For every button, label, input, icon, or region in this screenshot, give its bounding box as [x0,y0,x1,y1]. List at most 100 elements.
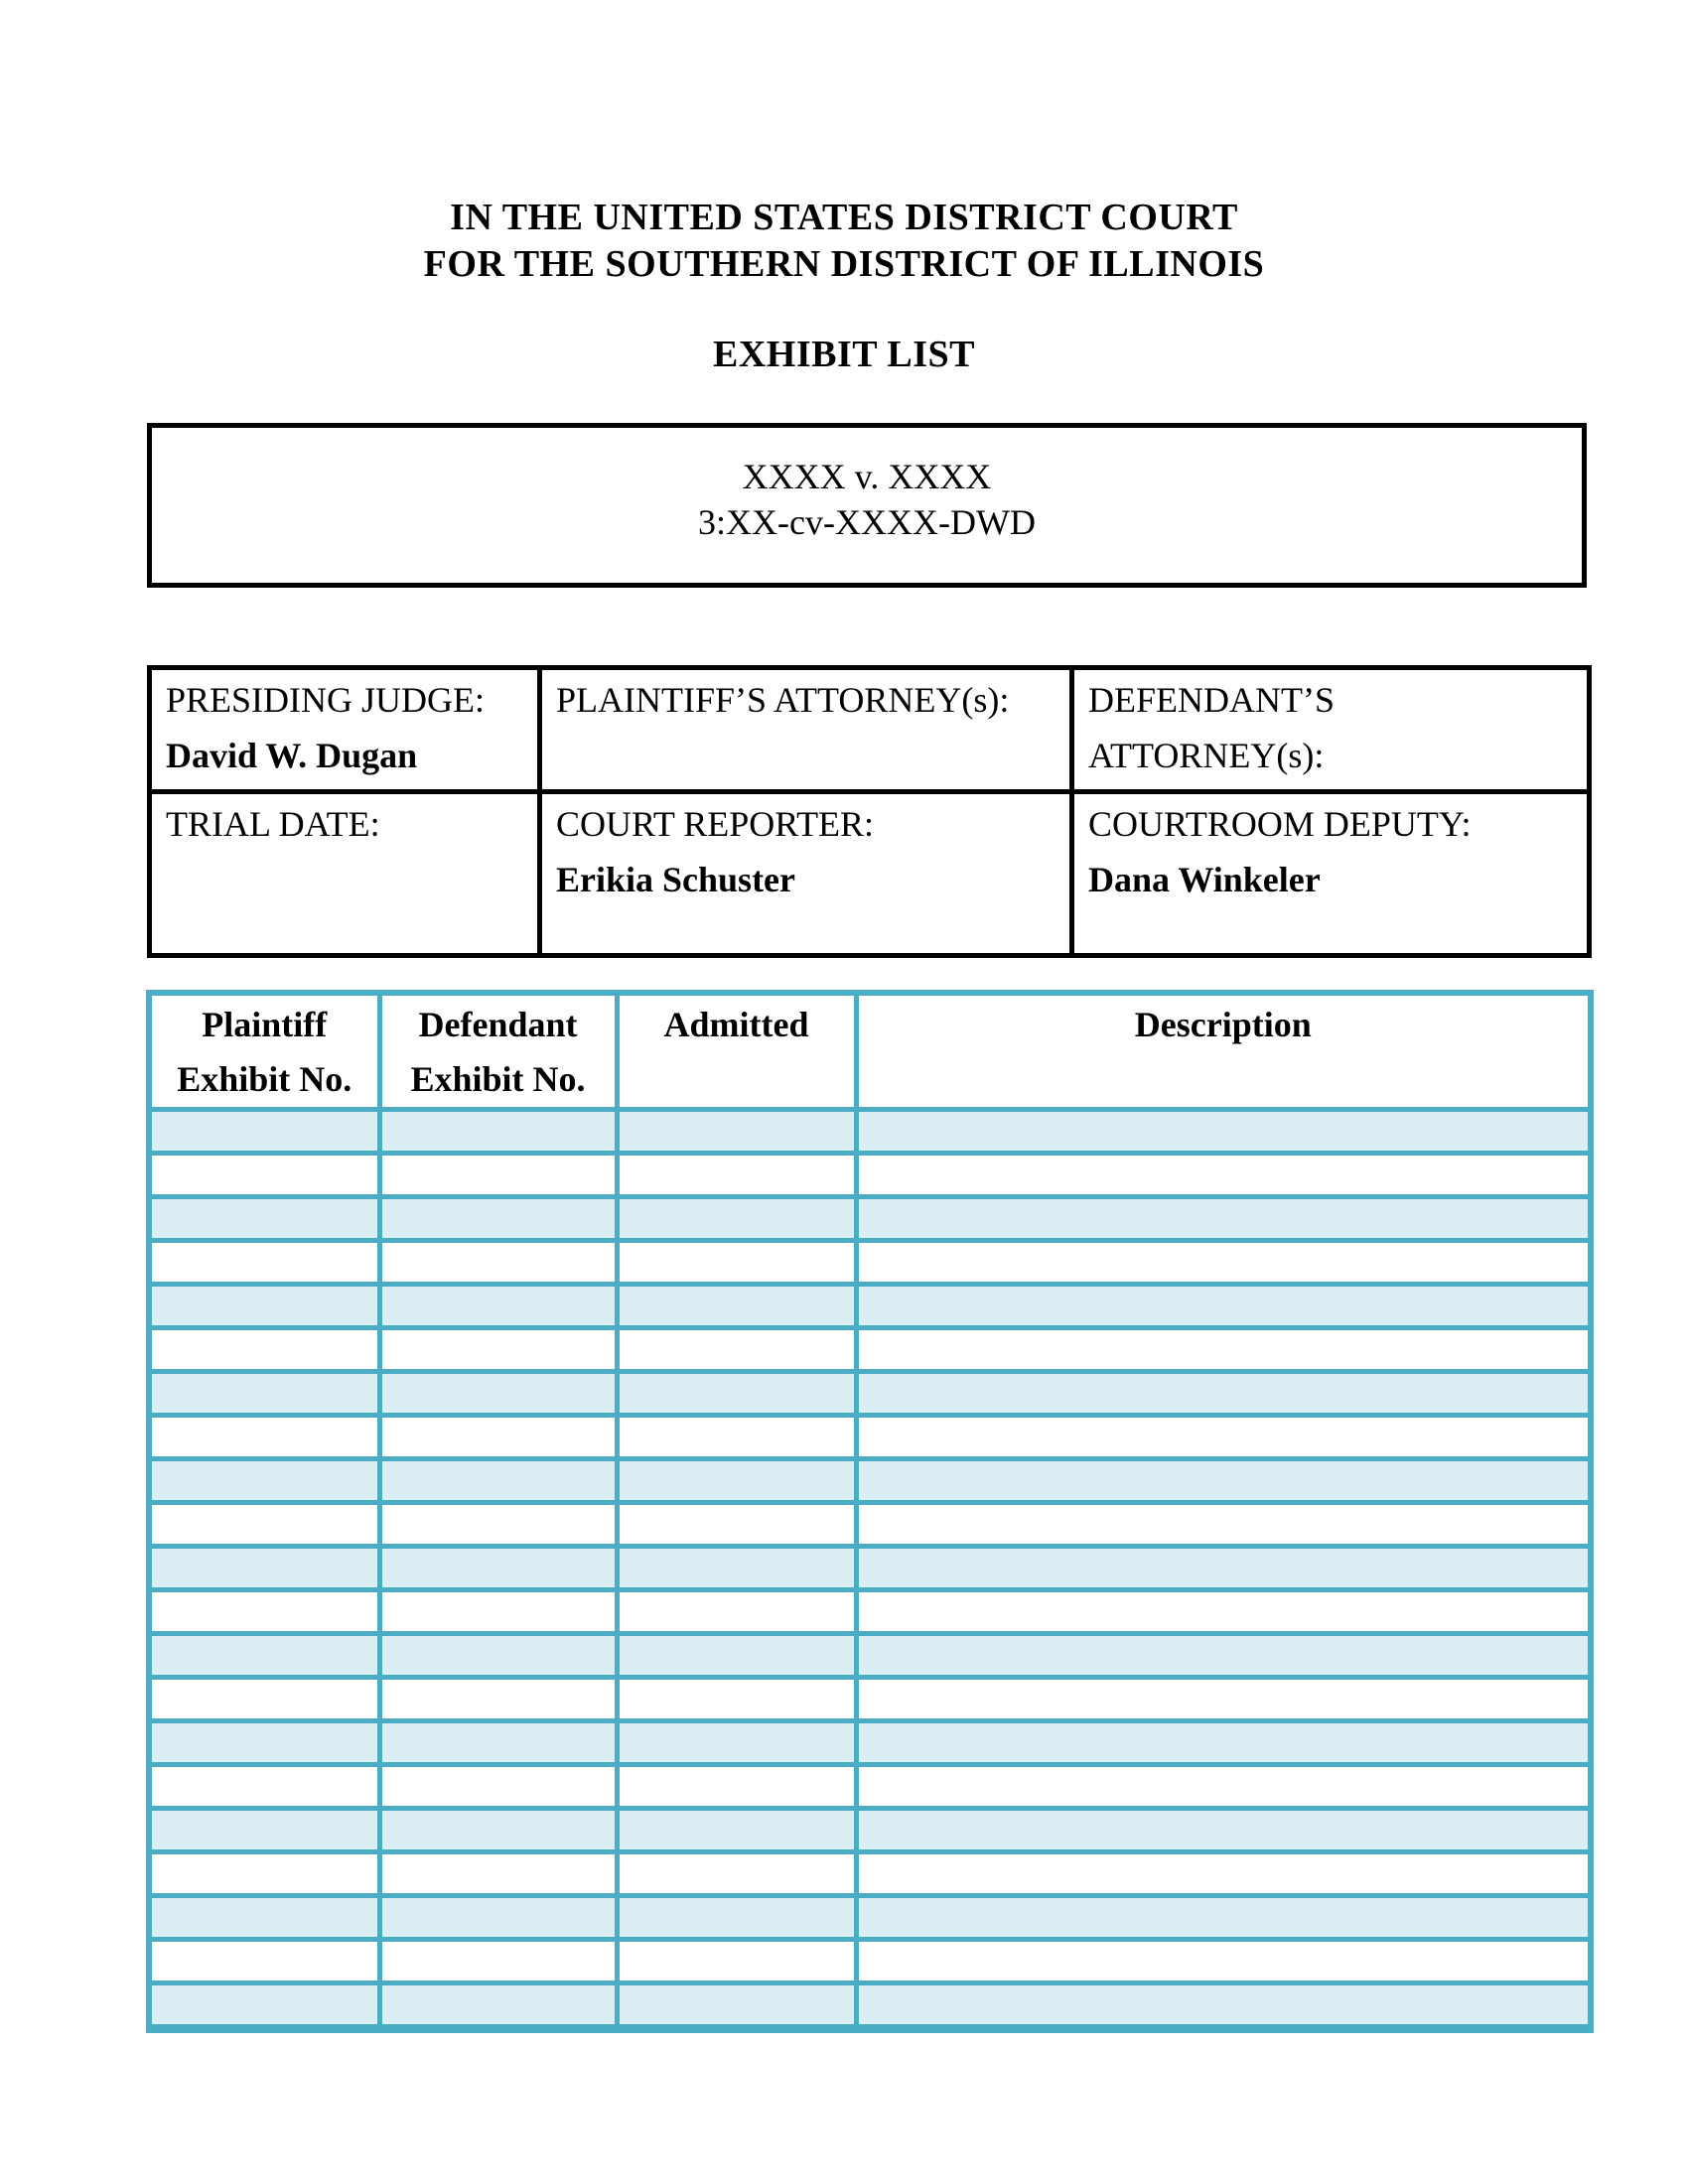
court-reporter-label: COURT REPORTER: [556,804,875,844]
exhibit-cell-admitted [614,1456,859,1505]
exhibit-row [146,1937,1594,1985]
exhibit-cell-plaintiff-no [146,1849,382,1898]
exhibit-row [146,1544,1594,1592]
info-cell-court-reporter: COURT REPORTER: Erikia Schuster [537,789,1074,958]
exhibit-cell-description [853,1500,1594,1549]
info-cell-courtroom-deputy: COURTROOM DEPUTY: Dana Winkeler [1069,789,1592,958]
header-line-top: Admitted [663,1005,809,1044]
exhibit-cell-defendant-no [376,1369,620,1418]
exhibit-cell-description [853,1718,1594,1767]
defendant-attorney-label: DEFENDANT’S ATTORNEY(s): [1088,680,1335,775]
court-title-line2: FOR THE SOUTHERN DISTRICT OF ILLINOIS [423,243,1265,285]
exhibit-cell-admitted [614,1718,859,1767]
exhibit-row [146,1718,1594,1767]
exhibit-cell-description [853,1849,1594,1898]
exhibit-cell-plaintiff-no [146,1500,382,1549]
court-title-line1: IN THE UNITED STATES DISTRICT COURT [450,197,1238,238]
exhibit-cell-plaintiff-no [146,1282,382,1330]
col-header-plaintiff-exhibit-no: Plaintiff Exhibit No. [146,990,382,1112]
exhibit-cell-admitted [614,1675,859,1723]
court-title: IN THE UNITED STATES DISTRICT COURT FOR … [0,195,1688,288]
info-cell-presiding-judge: PRESIDING JUDGE: David W. Dugan [147,665,542,794]
courtroom-deputy-value: Dana Winkeler [1088,860,1321,899]
case-caption-box: XXXX v. XXXX 3:XX-cv-XXXX-DWD [147,423,1587,588]
exhibit-cell-plaintiff-no [146,1238,382,1287]
exhibit-cell-description [853,1369,1594,1418]
exhibit-cell-description [853,1194,1594,1243]
exhibit-cell-admitted [614,1631,859,1680]
exhibit-cell-admitted [614,1980,859,2031]
info-table: PRESIDING JUDGE: David W. Dugan PLAINTIF… [147,665,1592,958]
trial-date-label: TRIAL DATE: [166,804,380,844]
exhibit-cell-description [853,1325,1594,1374]
exhibit-cell-defendant-no [376,1456,620,1505]
exhibit-cell-admitted [614,1194,859,1243]
exhibit-cell-defendant-no [376,1282,620,1330]
exhibit-cell-description [853,1806,1594,1854]
header-line-bottom: Exhibit No. [410,1059,586,1099]
presiding-judge-value: David W. Dugan [166,736,418,775]
exhibit-cell-defendant-no [376,1325,620,1374]
exhibit-cell-plaintiff-no [146,1675,382,1723]
exhibit-row [146,1762,1594,1811]
exhibit-cell-admitted [614,1849,859,1898]
col-header-description: Description [853,990,1594,1112]
exhibit-cell-admitted [614,1806,859,1854]
exhibit-cell-description [853,1762,1594,1811]
presiding-judge-label: PRESIDING JUDGE: [166,680,486,720]
exhibit-row [146,1413,1594,1461]
exhibit-row [146,1151,1594,1199]
exhibit-cell-plaintiff-no [146,1893,382,1942]
exhibit-cell-plaintiff-no [146,1980,382,2031]
exhibit-cell-defendant-no [376,1675,620,1723]
exhibit-cell-plaintiff-no [146,1718,382,1767]
exhibit-cell-plaintiff-no [146,1806,382,1854]
info-row-1: PRESIDING JUDGE: David W. Dugan PLAINTIF… [147,665,1592,794]
exhibit-cell-description [853,1937,1594,1985]
exhibit-row [146,1500,1594,1549]
exhibit-cell-admitted [614,1238,859,1287]
exhibit-row [146,1849,1594,1898]
exhibit-cell-defendant-no [376,1194,620,1243]
header-line-top: Defendant [418,1005,578,1044]
exhibit-cell-plaintiff-no [146,1325,382,1374]
exhibit-row [146,1325,1594,1374]
exhibit-cell-description [853,1238,1594,1287]
exhibit-header-row: Plaintiff Exhibit No. Defendant Exhibit … [146,990,1594,1112]
info-cell-trial-date: TRIAL DATE: [147,789,542,958]
exhibit-table-body [146,1107,1594,2031]
exhibit-row [146,1194,1594,1243]
case-number: 3:XX-cv-XXXX-DWD [698,502,1036,542]
exhibit-cell-description [853,1587,1594,1636]
exhibit-cell-admitted [614,1937,859,1985]
exhibit-cell-defendant-no [376,1500,620,1549]
exhibit-cell-defendant-no [376,1980,620,2031]
exhibit-cell-admitted [614,1500,859,1549]
exhibit-cell-defendant-no [376,1806,620,1854]
exhibit-cell-defendant-no [376,1718,620,1767]
case-name: XXXX v. XXXX [742,457,992,496]
exhibit-cell-defendant-no [376,1544,620,1592]
exhibit-cell-admitted [614,1369,859,1418]
exhibit-cell-plaintiff-no [146,1107,382,1156]
exhibit-cell-description [853,1107,1594,1156]
exhibit-cell-defendant-no [376,1762,620,1811]
exhibit-row [146,1675,1594,1723]
exhibit-row [146,1456,1594,1505]
exhibit-cell-defendant-no [376,1937,620,1985]
exhibit-cell-plaintiff-no [146,1544,382,1592]
exhibit-row [146,1107,1594,1156]
exhibit-cell-plaintiff-no [146,1456,382,1505]
exhibit-cell-defendant-no [376,1238,620,1287]
exhibit-cell-admitted [614,1151,859,1199]
col-header-defendant-exhibit-no: Defendant Exhibit No. [376,990,620,1112]
courtroom-deputy-label: COURTROOM DEPUTY: [1088,804,1472,844]
exhibit-cell-description [853,1980,1594,2031]
exhibit-cell-defendant-no [376,1107,620,1156]
exhibit-cell-plaintiff-no [146,1194,382,1243]
exhibit-cell-defendant-no [376,1413,620,1461]
court-reporter-value: Erikia Schuster [556,860,796,899]
exhibit-cell-description [853,1675,1594,1723]
exhibit-cell-admitted [614,1762,859,1811]
